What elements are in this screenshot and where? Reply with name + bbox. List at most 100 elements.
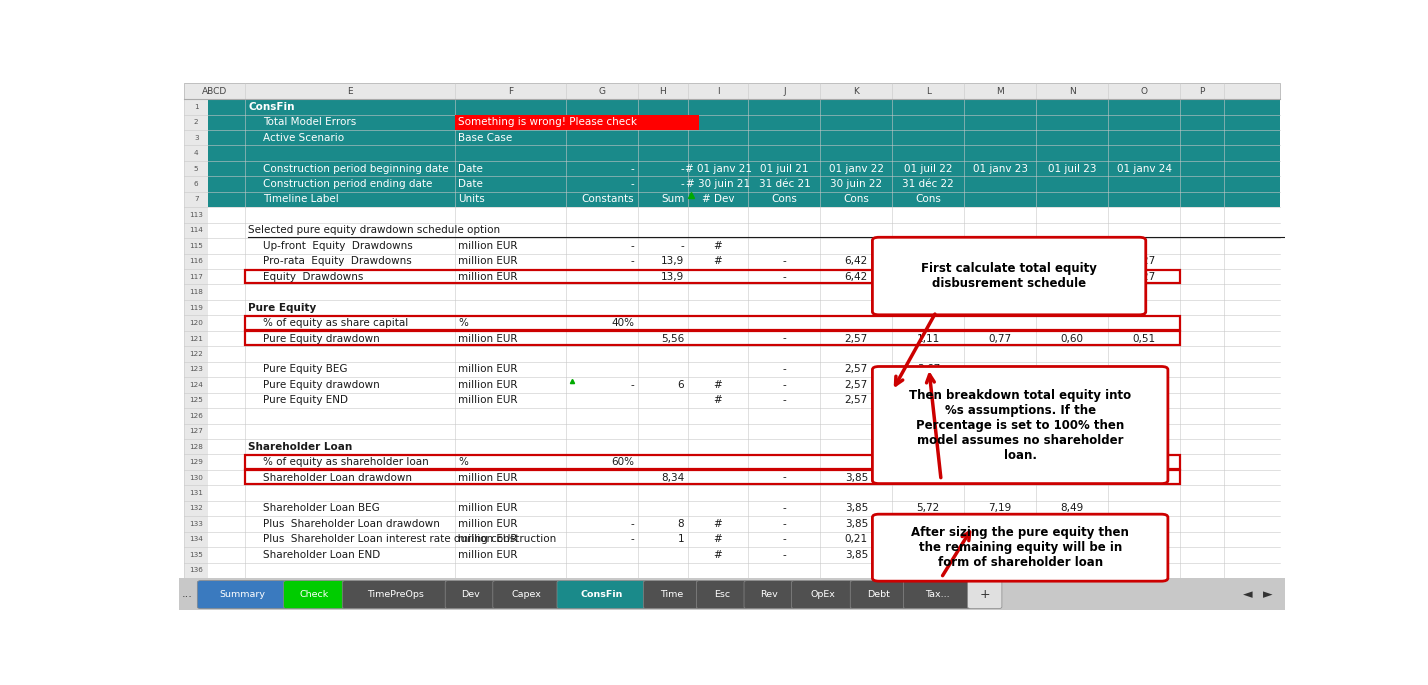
Text: -: - xyxy=(681,241,684,251)
Text: 01 janv 24: 01 janv 24 xyxy=(1117,164,1171,173)
Text: -: - xyxy=(783,364,787,375)
Text: Plus  Shareholder Loan drawdown: Plus Shareholder Loan drawdown xyxy=(263,519,440,529)
Text: million EUR: million EUR xyxy=(458,473,518,483)
Bar xyxy=(246,269,1180,284)
Text: -: - xyxy=(783,519,787,529)
Text: 114: 114 xyxy=(190,227,203,234)
Text: -: - xyxy=(783,256,787,266)
Text: 127: 127 xyxy=(190,428,203,434)
Text: TimePreOps: TimePreOps xyxy=(367,590,424,599)
Text: Date: Date xyxy=(458,164,483,173)
FancyBboxPatch shape xyxy=(873,514,1168,581)
Bar xyxy=(184,423,1279,439)
Text: -: - xyxy=(631,519,634,529)
Text: # Dev: # Dev xyxy=(701,195,734,205)
Text: Units: Units xyxy=(458,195,486,205)
Text: Esc: Esc xyxy=(714,590,730,599)
Text: 133: 133 xyxy=(190,521,203,527)
Text: -: - xyxy=(631,241,634,251)
Bar xyxy=(456,114,698,130)
FancyBboxPatch shape xyxy=(873,237,1145,315)
Text: Construction period beginning date: Construction period beginning date xyxy=(263,164,448,173)
Text: 120: 120 xyxy=(190,320,203,326)
Text: 3,85: 3,85 xyxy=(845,473,868,483)
Text: million EUR: million EUR xyxy=(458,241,518,251)
Text: 3,85: 3,85 xyxy=(845,550,868,560)
Text: 4,44: 4,44 xyxy=(988,395,1012,406)
Bar xyxy=(184,501,1279,516)
Text: million EUR: million EUR xyxy=(458,395,518,406)
Text: 0,77: 0,77 xyxy=(988,380,1012,390)
Bar xyxy=(246,455,1180,469)
Text: #: # xyxy=(714,395,723,406)
Text: % of equity as shareholder loan: % of equity as shareholder loan xyxy=(263,457,428,467)
Text: -: - xyxy=(631,179,634,189)
Bar xyxy=(246,316,1180,329)
Text: 1,27: 1,27 xyxy=(1132,272,1155,282)
Text: Time: Time xyxy=(660,590,683,599)
Text: 31 déc 22: 31 déc 22 xyxy=(902,179,954,189)
Text: E: E xyxy=(347,87,353,96)
Text: Shareholder Loan drawdown: Shareholder Loan drawdown xyxy=(263,473,411,483)
Bar xyxy=(184,470,1279,485)
Text: #: # xyxy=(714,519,723,529)
Bar xyxy=(184,238,1279,253)
FancyBboxPatch shape xyxy=(968,581,1002,608)
Text: #: # xyxy=(714,241,723,251)
Text: 13,9: 13,9 xyxy=(661,272,684,282)
Bar xyxy=(184,223,1279,238)
Text: -: - xyxy=(783,473,787,483)
Text: 117: 117 xyxy=(190,274,203,279)
FancyBboxPatch shape xyxy=(343,581,448,608)
Text: 1,16: 1,16 xyxy=(988,519,1012,529)
Text: 0,77: 0,77 xyxy=(988,334,1012,344)
Bar xyxy=(184,161,1279,176)
Text: ...: ... xyxy=(181,589,193,599)
Text: -: - xyxy=(783,395,787,406)
Bar xyxy=(246,332,1180,345)
Text: 6: 6 xyxy=(678,380,684,390)
Bar xyxy=(178,578,1285,610)
Text: 0,91: 0,91 xyxy=(1061,473,1084,483)
Text: 115: 115 xyxy=(190,243,203,249)
Text: 113: 113 xyxy=(190,212,203,218)
Bar xyxy=(184,516,1279,532)
Text: First calculate total equity
disbusrement schedule: First calculate total equity disbusremen… xyxy=(921,262,1097,290)
Bar xyxy=(184,439,1279,454)
Text: 1,27: 1,27 xyxy=(1132,256,1155,266)
Text: #: # xyxy=(714,534,723,545)
FancyBboxPatch shape xyxy=(873,366,1168,484)
Text: 3: 3 xyxy=(194,135,198,140)
Bar xyxy=(184,145,1279,161)
Text: 134: 134 xyxy=(190,536,203,543)
FancyBboxPatch shape xyxy=(284,581,346,608)
Text: 135: 135 xyxy=(190,552,203,558)
Text: L: L xyxy=(925,87,931,96)
Text: -: - xyxy=(631,164,634,173)
Text: 01 janv 22: 01 janv 22 xyxy=(828,164,884,173)
Text: %: % xyxy=(458,318,468,328)
Text: 1,16: 1,16 xyxy=(988,473,1012,483)
Bar xyxy=(184,253,1279,269)
Text: -: - xyxy=(631,380,634,390)
Text: 2,76: 2,76 xyxy=(917,272,940,282)
FancyBboxPatch shape xyxy=(904,581,971,608)
Text: -: - xyxy=(631,534,634,545)
Text: 5,72: 5,72 xyxy=(917,550,940,560)
Bar xyxy=(246,471,1180,484)
Text: 125: 125 xyxy=(190,397,203,403)
Text: 129: 129 xyxy=(190,459,203,465)
Text: million EUR: million EUR xyxy=(458,256,518,266)
Text: million EUR: million EUR xyxy=(458,534,518,545)
Bar xyxy=(184,315,1279,331)
Text: 30 juin 22: 30 juin 22 xyxy=(830,179,883,189)
Text: Cons: Cons xyxy=(771,195,797,205)
Text: 116: 116 xyxy=(190,258,203,264)
Text: Cons: Cons xyxy=(915,195,941,205)
Text: Equity  Drawdowns: Equity Drawdowns xyxy=(263,272,363,282)
Text: 0,4: 0,4 xyxy=(1064,534,1081,545)
Text: 123: 123 xyxy=(190,366,203,373)
Text: 0,21: 0,21 xyxy=(845,534,868,545)
Text: 121: 121 xyxy=(190,336,203,342)
Text: 131: 131 xyxy=(190,490,203,496)
